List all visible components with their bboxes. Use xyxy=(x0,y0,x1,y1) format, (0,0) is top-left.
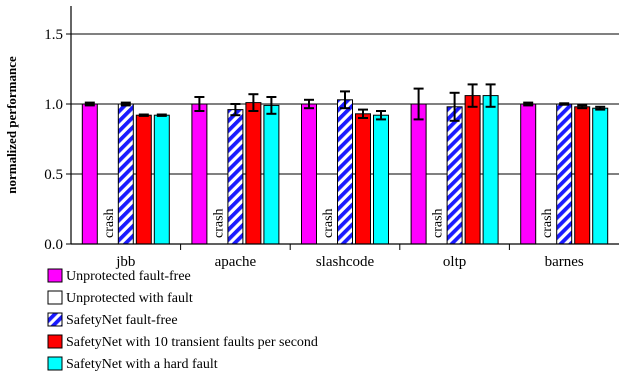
x-tick-label: jbb xyxy=(115,254,135,270)
bar xyxy=(245,102,262,245)
bars: crash crash crash crash crash xyxy=(81,83,609,245)
bar xyxy=(556,103,573,245)
bar xyxy=(337,99,353,245)
legend-label: SafetyNet fault-free xyxy=(66,313,178,328)
x-tick-label: slashcode xyxy=(316,254,375,270)
y-tick-label: 0.0 xyxy=(44,237,63,253)
bar xyxy=(464,95,481,245)
legend-label: Unprotected with fault xyxy=(66,291,193,306)
bar xyxy=(117,103,134,245)
y-axis-label: normalized performance xyxy=(4,56,19,194)
legend-swatch xyxy=(47,356,63,371)
x-tick-label: oltp xyxy=(443,254,466,270)
crash-label: crash xyxy=(321,208,336,238)
x-axis-categories: jbb apache slashcode oltp barnes xyxy=(115,244,584,270)
bar xyxy=(574,106,591,245)
bar xyxy=(227,109,244,245)
axes xyxy=(70,6,619,245)
bar xyxy=(355,113,371,245)
bar xyxy=(81,103,98,245)
crash-label: crash xyxy=(211,208,226,238)
legend-swatch xyxy=(47,312,63,327)
bar xyxy=(373,114,389,245)
legend-label: SafetyNet with 10 transient faults per s… xyxy=(66,335,318,350)
bar xyxy=(410,103,427,245)
bar xyxy=(482,95,499,245)
bar xyxy=(592,107,609,245)
bar xyxy=(191,103,208,245)
bar xyxy=(263,104,280,245)
legend-label: SafetyNet with a hard fault xyxy=(66,357,218,372)
y-tick-label: 1.0 xyxy=(44,97,63,113)
bar xyxy=(446,106,463,245)
x-tick-label: barnes xyxy=(545,254,584,270)
bar xyxy=(153,114,170,245)
y-tick-label: 1.5 xyxy=(44,27,63,43)
legend-swatch xyxy=(47,268,63,283)
legend-label: Unprotected fault-free xyxy=(66,269,191,284)
x-tick-label: apache xyxy=(215,254,257,270)
bar xyxy=(520,103,537,245)
bar xyxy=(135,114,152,245)
y-axis-ticks: 0.0 0.5 1.0 1.5 xyxy=(44,27,71,253)
legend-swatch xyxy=(47,334,63,349)
crash-label: crash xyxy=(102,208,117,238)
crash-label: crash xyxy=(540,208,555,238)
legend-swatch xyxy=(47,290,63,305)
legend: Unprotected fault-free Unprotected with f… xyxy=(47,268,318,372)
crash-label: crash xyxy=(431,208,446,238)
y-tick-label: 0.5 xyxy=(44,167,63,183)
bar xyxy=(301,103,317,245)
